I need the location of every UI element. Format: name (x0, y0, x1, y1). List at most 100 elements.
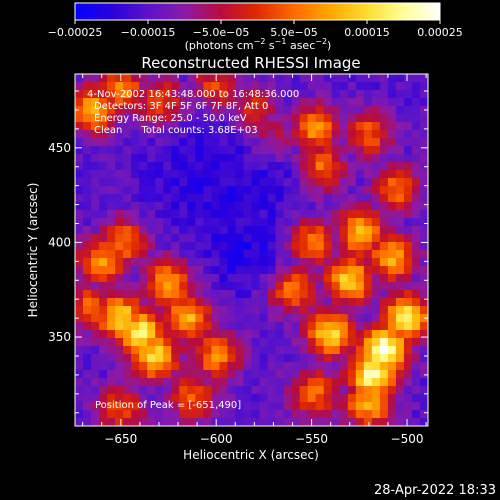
heatmap-cell (339, 394, 349, 403)
heatmap-cell (411, 234, 421, 243)
heatmap-cell (315, 202, 325, 211)
heatmap-cell (355, 218, 365, 227)
heatmap-cell (299, 378, 309, 387)
heatmap-cell (211, 330, 221, 339)
heatmap-cell (211, 322, 221, 331)
heatmap-cell (83, 402, 92, 411)
heatmap-cell (187, 170, 196, 179)
heatmap-cell (139, 130, 148, 139)
heatmap-cell (243, 298, 253, 307)
heatmap-cell (195, 354, 204, 363)
heatmap-cell (291, 314, 301, 323)
heatmap-cell (195, 178, 204, 187)
heatmap-cell (91, 250, 100, 259)
heatmap-cell (147, 258, 156, 267)
heatmap-cell (203, 306, 212, 315)
heatmap-cell (171, 250, 180, 259)
heatmap-cell (147, 402, 156, 411)
heatmap-cell (187, 394, 196, 403)
heatmap-cell (307, 282, 317, 291)
heatmap-cell (139, 314, 148, 323)
heatmap-cell (155, 258, 164, 267)
heatmap-cell (259, 394, 269, 403)
heatmap-cell (211, 82, 221, 91)
heatmap-cell (379, 74, 389, 83)
heatmap-cell (259, 242, 269, 251)
heatmap-cell (283, 370, 293, 379)
heatmap-cell (187, 130, 196, 139)
heatmap-cell (179, 386, 188, 395)
heatmap-cell (315, 306, 325, 315)
heatmap-cell (355, 370, 365, 379)
heatmap-cell (235, 82, 245, 91)
heatmap-cell (147, 266, 156, 275)
heatmap-cell (307, 194, 317, 203)
heatmap-cell (259, 194, 269, 203)
heatmap-cell (275, 290, 285, 299)
heatmap-cell (139, 402, 148, 411)
heatmap-cell (395, 354, 405, 363)
heatmap-cell (419, 266, 428, 275)
heatmap-cell (147, 218, 156, 227)
heatmap-cell (387, 82, 397, 91)
heatmap-cell (211, 338, 221, 347)
heatmap-cell (211, 258, 221, 267)
heatmap-cell (139, 194, 148, 203)
heatmap-cell (187, 274, 196, 283)
heatmap-cell (339, 162, 349, 171)
heatmap-cell (195, 266, 204, 275)
heatmap-cell (387, 338, 397, 347)
heatmap-cell (283, 402, 293, 411)
heatmap-cell (275, 194, 285, 203)
heatmap-cell (83, 314, 92, 323)
heatmap-cell (187, 370, 196, 379)
heatmap-cell (171, 378, 180, 387)
heatmap-cell (363, 138, 373, 147)
heatmap-cell (75, 186, 84, 195)
heatmap-cell (419, 226, 428, 235)
heatmap-cell (291, 154, 301, 163)
heatmap-cell (307, 314, 317, 323)
heatmap-cell (211, 106, 221, 115)
heatmap-cell (299, 170, 309, 179)
heatmap-cell (419, 314, 428, 323)
heatmap-cell (123, 314, 132, 323)
heatmap-cell (283, 290, 293, 299)
heatmap-cell (267, 82, 277, 91)
colorbar-tick-label: 0.00015 (344, 26, 390, 39)
heatmap-cell (131, 282, 140, 291)
heatmap-cell (339, 322, 349, 331)
heatmap-cell (227, 386, 237, 395)
heatmap-cell (219, 330, 229, 339)
heatmap-cell (115, 82, 124, 91)
heatmap-cell (227, 418, 237, 426)
heatmap-cell (267, 162, 277, 171)
heatmap-cell (99, 394, 108, 403)
heatmap-cell (379, 282, 389, 291)
heatmap-cell (419, 170, 428, 179)
heatmap-cell (115, 274, 124, 283)
heatmap-cell (235, 250, 245, 259)
heatmap-cell (179, 202, 188, 211)
heatmap-cell (347, 274, 357, 283)
heatmap-cell (323, 378, 333, 387)
heatmap-cell (123, 306, 132, 315)
heatmap-cell (163, 130, 172, 139)
heatmap-cell (123, 338, 132, 347)
heatmap-cell (299, 394, 309, 403)
heatmap-cell (99, 418, 108, 426)
heatmap-cell (203, 218, 212, 227)
heatmap-cell (283, 242, 293, 251)
heatmap-cell (419, 394, 428, 403)
heatmap-cell (99, 386, 108, 395)
heatmap-cell (275, 330, 285, 339)
heatmap-cell (267, 250, 277, 259)
heatmap-cell (219, 378, 229, 387)
heatmap-cell (259, 250, 269, 259)
heatmap-cell (251, 210, 261, 219)
heatmap-cell (283, 394, 293, 403)
heatmap-cell (75, 210, 84, 219)
heatmap-cell (123, 370, 132, 379)
heatmap-cell (83, 106, 92, 115)
heatmap-cell (187, 194, 196, 203)
